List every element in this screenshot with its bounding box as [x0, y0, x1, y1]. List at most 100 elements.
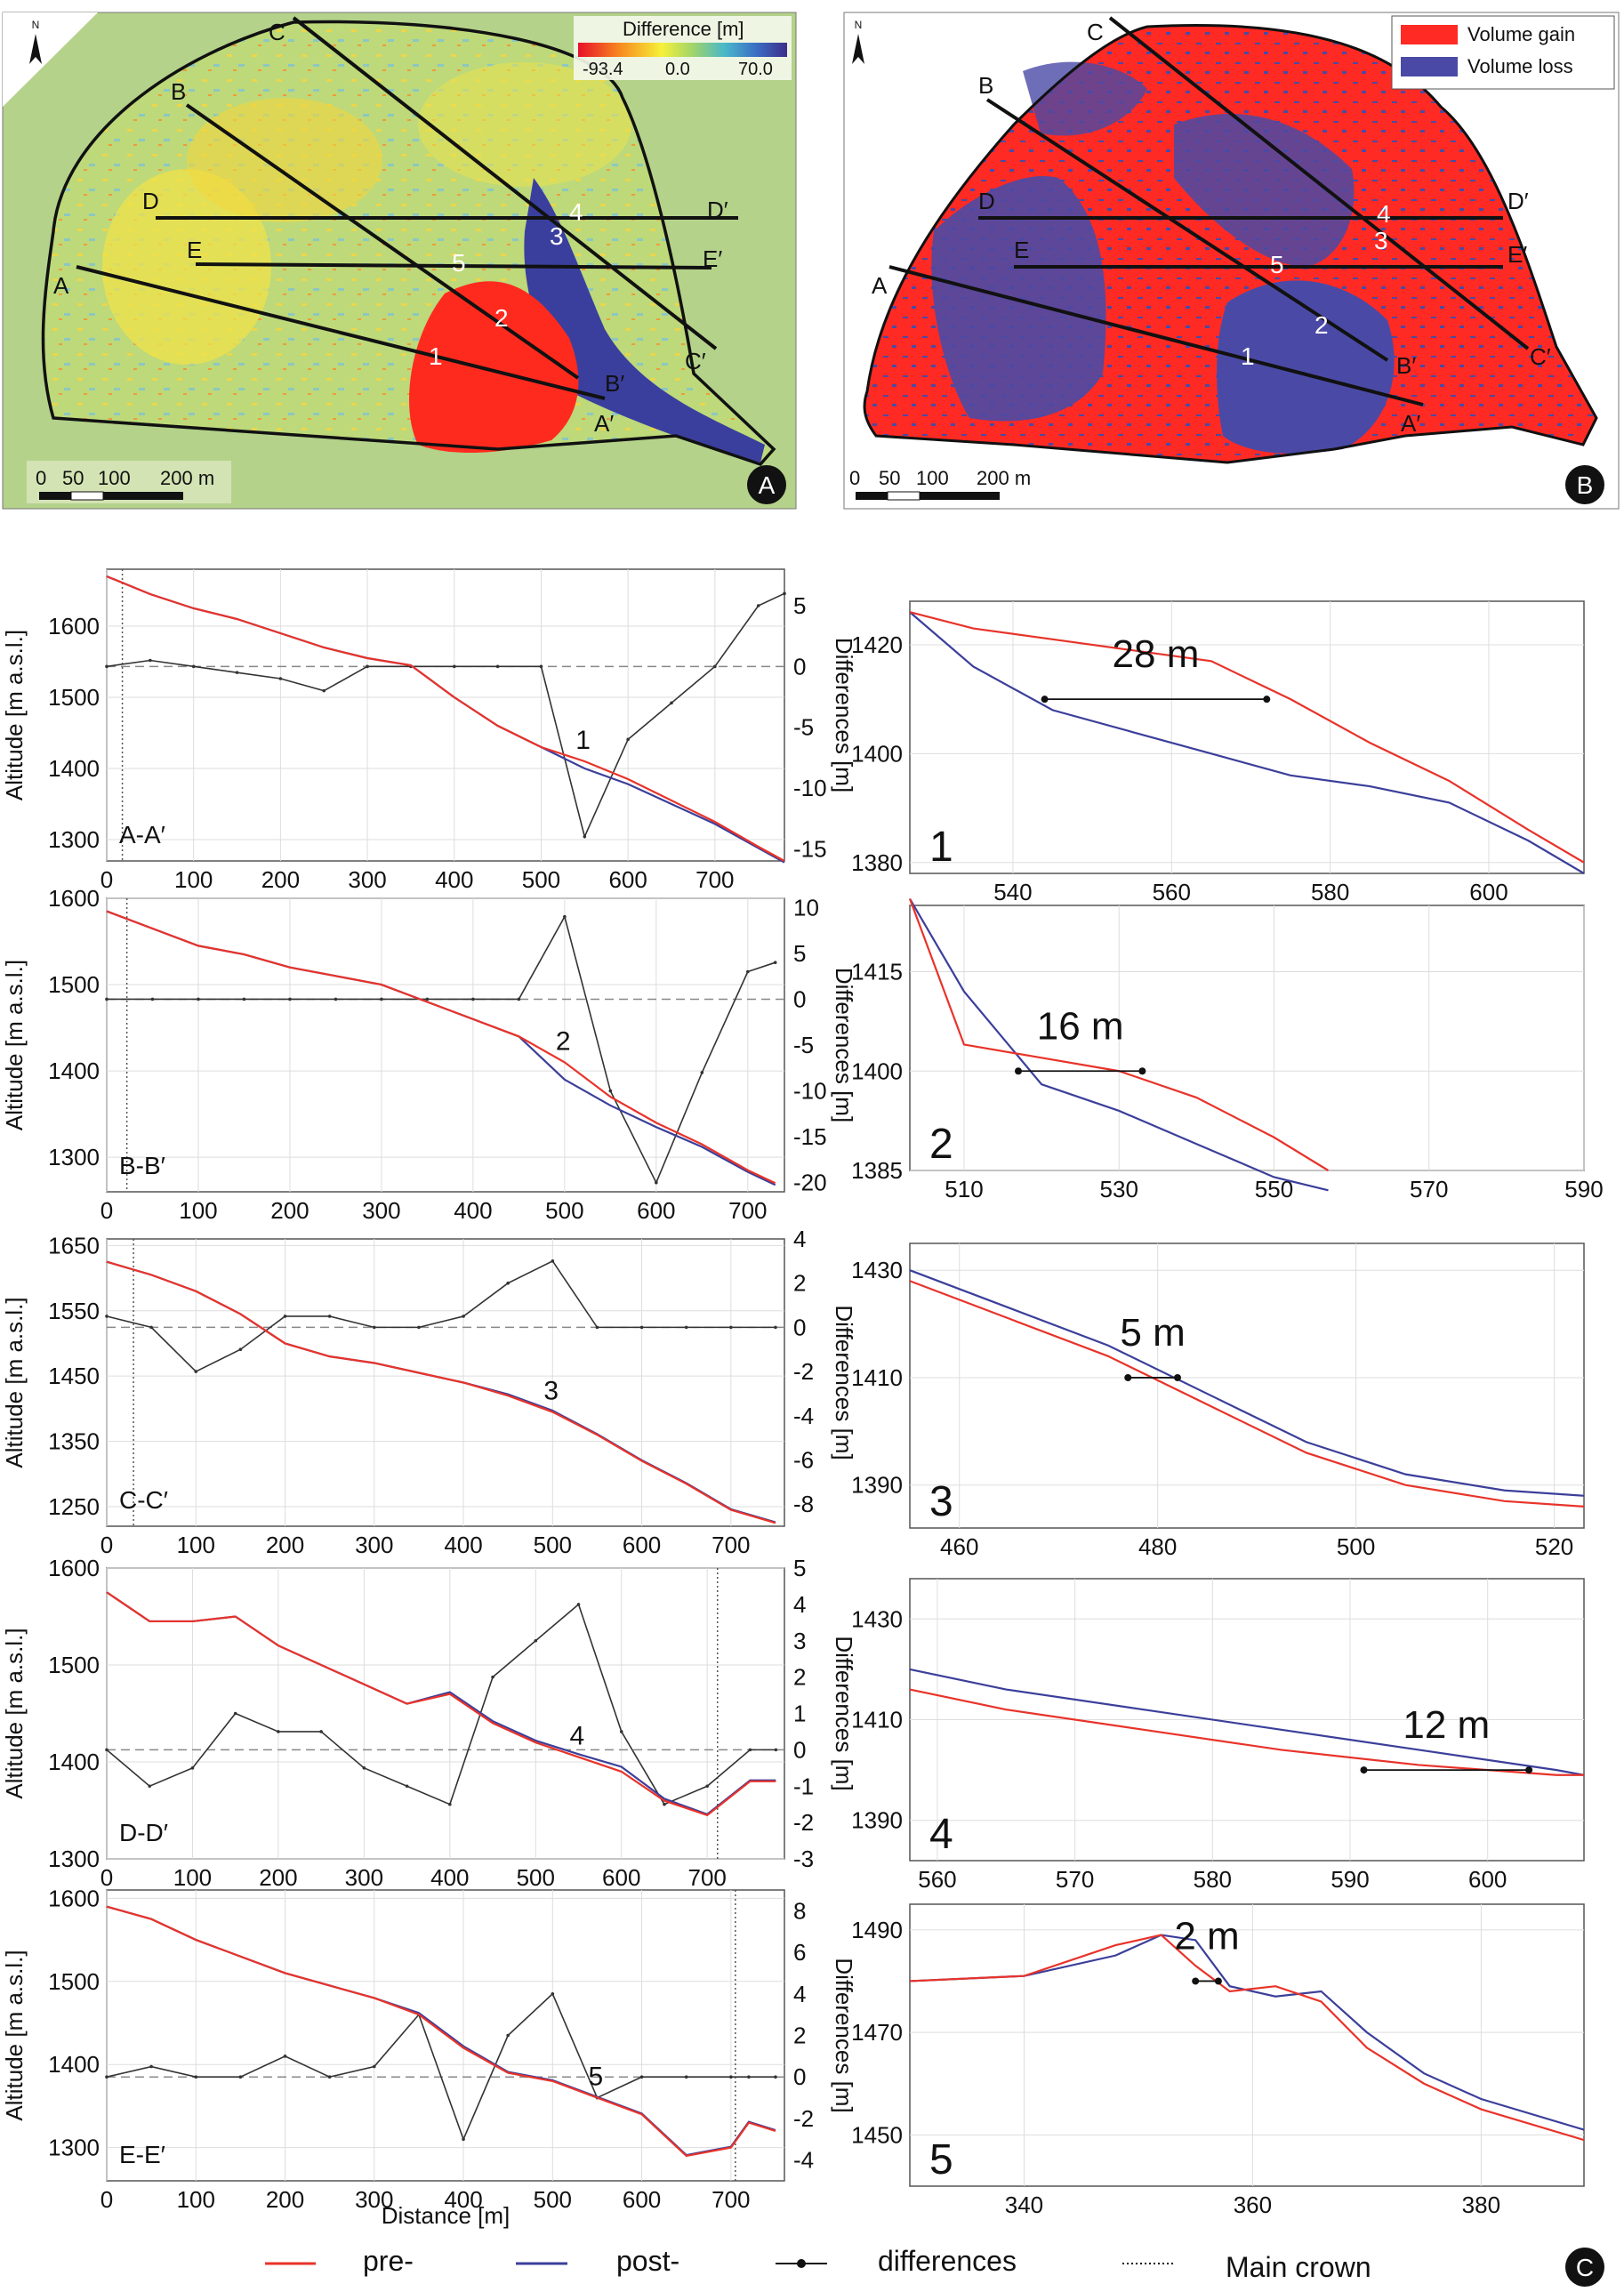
series-pre — [106, 1260, 776, 1524]
y2-tick-label: -1 — [793, 1773, 814, 1799]
y-tick-label: 1450 — [851, 2121, 903, 2148]
y-tick-label: 1300 — [48, 826, 100, 853]
y-tick-label: 1300 — [48, 1144, 100, 1170]
y-tick-label: 1500 — [48, 971, 100, 998]
difference-arrow-end — [1263, 696, 1271, 704]
difference-point — [729, 1325, 733, 1330]
scale-a-50: 50 — [62, 467, 84, 489]
series-pre — [106, 910, 776, 1185]
y2-tick-label: -8 — [793, 1491, 814, 1517]
map-a-profile-lines — [76, 16, 738, 400]
difference-point — [366, 664, 369, 669]
x-tick-label: 540 — [993, 879, 1032, 905]
legend-b-gain: Volume gain — [1467, 23, 1575, 45]
x-tick-label: 600 — [637, 1197, 675, 1224]
y2-axis-title: Differences [m] — [831, 1305, 857, 1460]
line-b-b — [185, 103, 580, 380]
chart-Z5: 340 360 380 1450 1470 1490 2 m 5 — [851, 1903, 1585, 2218]
line-b-a-a — [888, 265, 1424, 406]
y2-tick-label: -6 — [793, 1446, 814, 1473]
label-b-prime: B′ — [605, 370, 624, 397]
difference-point — [670, 701, 673, 705]
zoom-label: 3 — [929, 1478, 953, 1525]
x-tick-label: 530 — [1100, 1176, 1138, 1202]
difference-point — [283, 1315, 287, 1318]
difference-point — [595, 1325, 599, 1330]
y2-tick-label: -4 — [793, 2147, 814, 2174]
difference-point — [327, 1315, 332, 1318]
difference-point — [194, 1370, 198, 1373]
label-c: C — [269, 19, 285, 45]
map-a-scalebar: 0 50 100 200 m — [27, 461, 231, 503]
plot-area — [106, 1238, 785, 1527]
x-tick-label: 500 — [534, 2186, 572, 2213]
x-tick-label: 380 — [1462, 2191, 1500, 2218]
difference-point — [626, 737, 630, 742]
scale-b-100: 100 — [916, 467, 949, 489]
y2-tick-label: -5 — [793, 714, 814, 741]
difference-point — [462, 2137, 465, 2142]
x-tick-label: 600 — [602, 1864, 640, 1891]
chart-Z4: 560 570 580 590 600 1390 1410 1430 12 m 4 — [851, 1578, 1585, 1893]
x-tick-label: 600 — [1469, 879, 1507, 905]
difference-point — [448, 1802, 452, 1806]
point-b-1: 1 — [1241, 342, 1255, 370]
series-post — [909, 1668, 1585, 1776]
legend-diff-marker — [797, 2259, 806, 2268]
north-a-letter: N — [32, 19, 40, 31]
section-label: C-C′ — [119, 1486, 168, 1514]
difference-point — [235, 671, 239, 674]
line-a-a — [76, 265, 606, 400]
legend-a-mid: 0.0 — [665, 60, 690, 79]
x-tick-label: 100 — [174, 866, 213, 893]
x-tick-label: 570 — [1410, 1176, 1448, 1202]
difference-annotation: 5 m — [1120, 1311, 1185, 1355]
point-marker-label: 3 — [543, 1377, 559, 1406]
y-tick-label: 1250 — [48, 1493, 100, 1520]
difference-point — [471, 997, 475, 1001]
x-tick-label: 500 — [534, 1532, 572, 1558]
difference-arrow-end — [1138, 1067, 1146, 1075]
y-axis-title: Altitude [m a.s.l.] — [1, 960, 28, 1130]
difference-point — [639, 1325, 644, 1330]
section-label: A-A′ — [119, 821, 165, 848]
legend-post-label: post- — [616, 2245, 679, 2277]
difference-point — [425, 997, 430, 1001]
badge-c-label: C — [1576, 2254, 1594, 2281]
difference-arrow-end — [1173, 1373, 1181, 1381]
map-a-nodata — [3, 12, 98, 107]
y2-tick-label: -2 — [793, 1809, 814, 1836]
y2-tick-label: 4 — [793, 1981, 806, 2007]
difference-annotation: 16 m — [1037, 1004, 1124, 1048]
y-tick-label: 1415 — [851, 959, 903, 985]
difference-point — [506, 1281, 510, 1285]
difference-point — [655, 1180, 658, 1185]
scale-a-100: 100 — [98, 467, 131, 489]
x-tick-label: 500 — [517, 1864, 555, 1891]
y-tick-label: 1430 — [851, 1257, 903, 1283]
difference-annotation: 2 m — [1174, 1914, 1239, 1958]
y-tick-label: 1400 — [851, 1058, 903, 1084]
panel-a-map: A A′ B B′ C C′ D D′ E E′ 1 2 3 4 5 Diffe… — [2, 12, 797, 510]
difference-point — [774, 1325, 777, 1330]
map-b-profile-lines — [888, 16, 1530, 406]
label-a: A — [53, 272, 69, 299]
badge-a-label: A — [759, 471, 776, 499]
y2-tick-label: 0 — [793, 1736, 806, 1763]
y2-tick-label: 6 — [793, 1939, 806, 1966]
series-pre — [106, 1591, 776, 1817]
difference-point — [233, 1711, 237, 1716]
difference-point — [684, 1325, 688, 1330]
difference-point — [150, 997, 155, 1001]
x-tick-label: 300 — [345, 1864, 383, 1891]
series-post — [909, 897, 1329, 1192]
x-tick-label: 600 — [608, 866, 647, 893]
line-c-c — [292, 16, 718, 350]
point-marker-label: 4 — [570, 1722, 585, 1751]
y2-tick-label: 5 — [793, 940, 806, 967]
scale-b-seg1 — [856, 492, 888, 500]
difference-point — [238, 1347, 243, 1352]
difference-arrow-end — [1525, 1766, 1533, 1774]
